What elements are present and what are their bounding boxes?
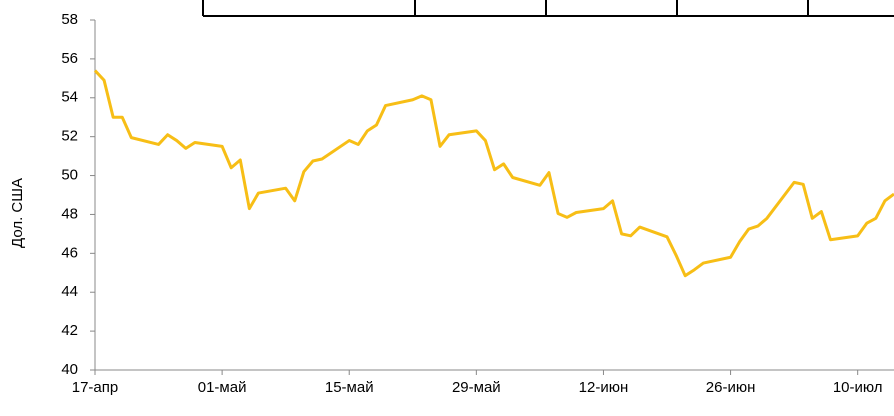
y-tick-label: 54 (61, 89, 78, 106)
y-tick-label: 40 (61, 361, 78, 378)
y-tick-label: 58 (61, 11, 78, 28)
price-line (93, 69, 894, 278)
y-tick-label: 50 (61, 167, 78, 184)
x-tick-label: 26-июн (706, 379, 756, 396)
x-tick-label: 12-июн (579, 379, 629, 396)
x-tick-label: 10-июл (833, 379, 883, 396)
x-tick-label: 15-май (325, 379, 374, 396)
x-tick-label: 29-май (452, 379, 501, 396)
y-tick-label: 44 (61, 283, 78, 300)
x-tick-label: 17-апр (72, 379, 119, 396)
y-tick-label: 42 (61, 322, 78, 339)
y-tick-label: 48 (61, 205, 78, 222)
y-axis-label: Дол. США (9, 178, 26, 248)
x-tick-label: 01-май (198, 379, 247, 396)
top-table-fragment (202, 0, 894, 17)
y-tick-label: 56 (61, 50, 78, 67)
y-tick-label: 52 (61, 128, 78, 145)
y-tick-label: 46 (61, 244, 78, 261)
